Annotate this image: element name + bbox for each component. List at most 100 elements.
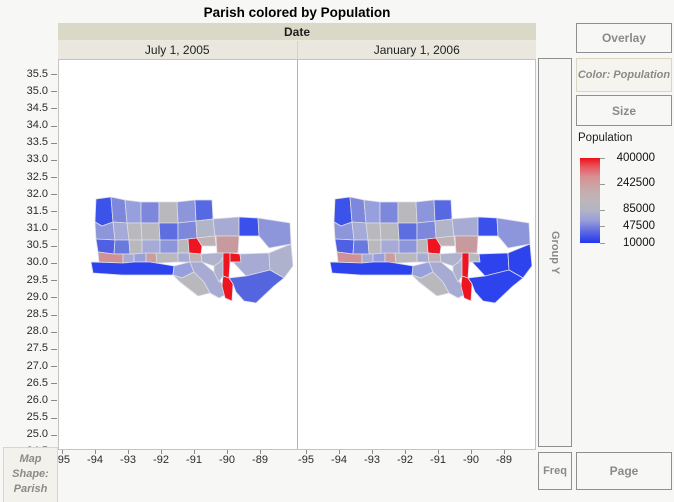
parish-shape-ascension[interactable] xyxy=(427,252,442,263)
y-tick-label: 31.0 xyxy=(26,222,48,235)
parish-shape-caddo[interactable] xyxy=(94,196,114,227)
y-tick-label: 29.5 xyxy=(26,273,48,286)
parish-shape-orleans[interactable] xyxy=(468,252,481,263)
parish-shape-ascension[interactable] xyxy=(188,252,203,263)
y-tick-label: 33.0 xyxy=(26,153,48,166)
parish-shape-plaquemines[interactable] xyxy=(467,269,524,304)
parish-shape-pearl-river[interactable] xyxy=(257,217,292,249)
parish-shape-ouachita[interactable] xyxy=(158,222,179,241)
color-dropzone-button[interactable]: Color: Population xyxy=(576,58,672,92)
parish-shape-madison[interactable] xyxy=(434,218,455,239)
parish-shape-lafayette[interactable] xyxy=(145,252,158,264)
column-header-july-2005[interactable]: July 1, 2005 xyxy=(58,41,298,59)
parish-shape-washington[interactable] xyxy=(451,216,479,237)
parish-shape-acadia[interactable] xyxy=(133,252,147,263)
parish-shape-lafourche[interactable] xyxy=(428,261,467,299)
parish-shape-morehouse[interactable] xyxy=(415,199,436,224)
parish-shape-winn[interactable] xyxy=(367,239,382,255)
parish-shape-de-soto[interactable] xyxy=(94,221,116,241)
parish-shape-red-river[interactable] xyxy=(112,221,130,241)
parish-shape-calcasieu[interactable] xyxy=(97,251,124,264)
parish-shape-jackson[interactable] xyxy=(140,222,161,241)
parish-shape-acadia[interactable] xyxy=(372,252,386,263)
parish-shape-st-tammany[interactable] xyxy=(454,235,479,254)
parish-shape-lake-borgne[interactable] xyxy=(268,243,293,279)
date-group-header[interactable]: Date xyxy=(58,23,536,41)
parish-shape-webster[interactable] xyxy=(363,199,381,224)
parish-shape-lafayette[interactable] xyxy=(384,252,397,264)
parish-shape-pearl-river[interactable] xyxy=(496,217,531,249)
parish-shape-iberville[interactable] xyxy=(416,252,430,263)
freq-label: Freq xyxy=(543,465,567,477)
y-tick-label: 29.0 xyxy=(26,290,48,303)
parish-shape-bienville[interactable] xyxy=(365,222,382,241)
parish-shape-jeff-davis[interactable] xyxy=(122,253,135,264)
group-y-dropzone[interactable]: Group Y xyxy=(538,58,572,447)
parish-shape-union[interactable] xyxy=(397,201,418,224)
parish-shape-winn[interactable] xyxy=(128,239,143,255)
parish-shape-bossier[interactable] xyxy=(349,196,367,224)
freq-dropzone-button[interactable]: Freq xyxy=(538,452,572,490)
map-shape-dropzone[interactable]: Map Shape: Parish xyxy=(3,447,58,502)
parish-shape-jeff-davis[interactable] xyxy=(361,253,374,264)
y-tick-label: 25.5 xyxy=(26,411,48,424)
parish-shape-grant[interactable] xyxy=(141,239,161,255)
parish-shape-pointe-coupee[interactable] xyxy=(416,238,429,254)
parish-shape-lake-borgne[interactable] xyxy=(507,243,532,279)
parish-shape-ouachita[interactable] xyxy=(397,222,418,241)
parish-shape-natchitoches[interactable] xyxy=(352,239,370,255)
parish-shape-richland[interactable] xyxy=(177,220,198,241)
parish-shape-tangipahoa[interactable] xyxy=(238,216,260,237)
parish-shape-felicianas[interactable] xyxy=(196,235,217,247)
parish-shape-orleans[interactable] xyxy=(229,252,242,263)
parish-shape-bienville[interactable] xyxy=(126,222,143,241)
parish-shape-washington[interactable] xyxy=(212,216,240,237)
column-header-january-2006[interactable]: January 1, 2006 xyxy=(373,43,460,57)
parish-shape-cameron[interactable] xyxy=(90,261,175,276)
parish-shape-east-carroll[interactable] xyxy=(194,199,214,222)
parish-shape-east-baton-rouge[interactable] xyxy=(187,237,203,255)
parish-shape-red-river[interactable] xyxy=(351,221,369,241)
overlay-dropzone-button[interactable]: Overlay xyxy=(576,23,672,53)
parish-shape-lafourche[interactable] xyxy=(189,261,228,299)
parish-shape-claiborne[interactable] xyxy=(379,201,399,224)
parish-shape-avoyelles[interactable] xyxy=(159,239,179,255)
y-tick-label: 35.0 xyxy=(26,84,48,97)
parish-shape-st-landry[interactable] xyxy=(155,252,179,264)
parish-shape-union[interactable] xyxy=(158,201,179,224)
parish-shape-felicianas[interactable] xyxy=(435,235,456,247)
parish-shape-grant[interactable] xyxy=(380,239,400,255)
group-y-label: Group Y xyxy=(549,230,561,275)
parish-shape-caddo[interactable] xyxy=(333,196,353,227)
parish-shape-east-carroll[interactable] xyxy=(433,199,453,222)
x-tick-label: -90 xyxy=(219,454,235,466)
parish-shape-grand-isle[interactable] xyxy=(460,275,473,302)
parish-shape-claiborne[interactable] xyxy=(140,201,160,224)
parish-shape-natchitoches[interactable] xyxy=(113,239,131,255)
parish-shape-east-baton-rouge[interactable] xyxy=(426,237,442,255)
x-tick-label: -89 xyxy=(496,454,512,466)
parish-shape-avoyelles[interactable] xyxy=(398,239,418,255)
parish-shape-cameron[interactable] xyxy=(329,261,414,276)
parish-shape-bossier[interactable] xyxy=(110,196,128,224)
parish-shape-grand-isle[interactable] xyxy=(221,275,234,302)
page-dropzone-button[interactable]: Page xyxy=(576,452,672,490)
y-tick-label: 27.5 xyxy=(26,342,48,355)
parish-shape-richland[interactable] xyxy=(416,220,437,241)
parish-shape-pointe-coupee[interactable] xyxy=(177,238,190,254)
parish-shape-morehouse[interactable] xyxy=(176,199,197,224)
parish-shape-madison[interactable] xyxy=(195,218,216,239)
parish-shape-st-landry[interactable] xyxy=(394,252,418,264)
size-dropzone-button[interactable]: Size xyxy=(576,95,672,126)
parish-shape-plaquemines[interactable] xyxy=(228,269,285,304)
parish-shape-iberville[interactable] xyxy=(177,252,191,263)
parish-shape-st-tammany[interactable] xyxy=(215,235,240,254)
parish-shape-webster[interactable] xyxy=(124,199,142,224)
legend-gradient-bar[interactable] xyxy=(580,158,600,243)
parish-shape-de-soto[interactable] xyxy=(333,221,355,241)
parish-shape-jackson[interactable] xyxy=(379,222,400,241)
parish-shape-jefferson[interactable] xyxy=(222,252,231,279)
parish-shape-jefferson[interactable] xyxy=(461,252,470,279)
parish-shape-tangipahoa[interactable] xyxy=(477,216,499,237)
parish-shape-calcasieu[interactable] xyxy=(336,251,363,264)
